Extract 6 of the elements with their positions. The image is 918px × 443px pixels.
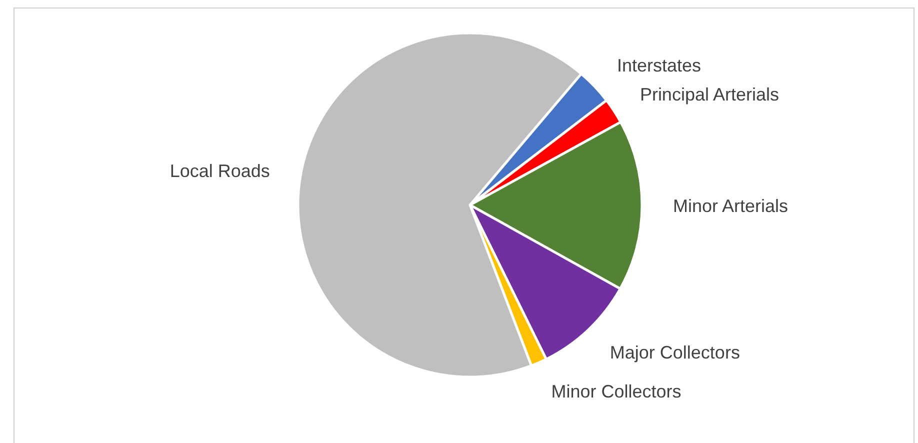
slice-label: Local Roads	[170, 161, 270, 182]
slice-label: Minor Arterials	[672, 196, 788, 216]
slice-label: Minor Collectors	[551, 381, 682, 402]
slice-label: Principal Arterials	[640, 84, 780, 104]
slice-label: Major Collectors	[610, 342, 740, 362]
slice-label: Interstates	[617, 55, 702, 76]
